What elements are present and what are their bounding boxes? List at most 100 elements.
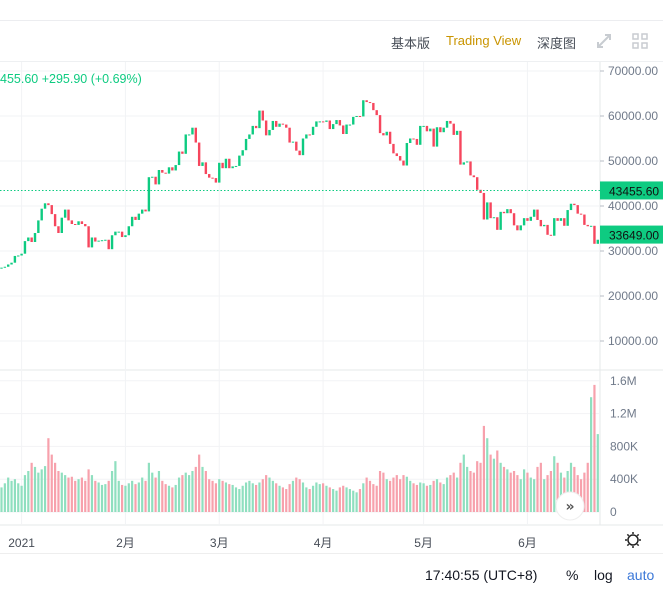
candle: [519, 225, 522, 231]
candle: [13, 255, 17, 263]
volume-bar: [17, 483, 20, 512]
candle: [231, 166, 234, 169]
candle: [90, 237, 94, 248]
candle: [372, 102, 375, 111]
candle: [234, 165, 238, 167]
candle: [331, 124, 335, 130]
candle: [80, 221, 84, 224]
clock-timezone[interactable]: 17:40:55 (UTC+8): [425, 567, 538, 583]
candle: [258, 110, 261, 129]
volume-bar: [395, 475, 398, 512]
candlestick-chart[interactable]: 2021 2月 3月 4月 5月 6月 70000.00 60000.00 50000.00 40…: [0, 62, 663, 553]
volume-bar: [365, 477, 368, 512]
percent-scale-toggle[interactable]: %: [566, 567, 579, 583]
candle: [348, 124, 352, 126]
candle: [546, 224, 549, 235]
expand-icon[interactable]: [596, 33, 612, 49]
candle: [238, 155, 241, 166]
candle: [482, 192, 486, 220]
volume-tick-label: 0: [610, 505, 617, 519]
candle: [586, 224, 589, 227]
candle: [141, 209, 144, 214]
candle: [579, 213, 583, 215]
candle: [506, 209, 509, 214]
candle: [57, 226, 60, 233]
candle: [395, 153, 398, 157]
candle: [50, 205, 53, 215]
volume-bar: [526, 472, 529, 512]
candle: [20, 253, 23, 256]
tradingview-tab[interactable]: Trading View: [446, 33, 522, 48]
volume-bar: [147, 462, 150, 512]
candle: [409, 138, 412, 143]
basic-view-tab[interactable]: 基本版: [391, 36, 431, 51]
volume-bar: [479, 462, 482, 512]
volume-bar: [308, 489, 311, 512]
volume-bar: [519, 479, 522, 512]
volume-bar: [288, 484, 291, 512]
auto-scale-toggle[interactable]: auto: [627, 567, 655, 583]
volume-bar: [241, 485, 244, 512]
volume-bar: [435, 479, 439, 512]
grid-layout-icon[interactable]: [632, 33, 649, 50]
volume-bar: [244, 482, 248, 512]
time-tick-label: 5月: [414, 536, 433, 550]
volume-bar: [509, 472, 512, 512]
candle: [281, 123, 285, 125]
candle: [218, 162, 221, 183]
candle: [328, 120, 331, 130]
candle: [489, 202, 492, 219]
volume-bar: [432, 480, 435, 512]
volume-bar: [201, 466, 204, 512]
candle: [429, 128, 432, 132]
candle: [110, 235, 114, 250]
candle: [345, 124, 348, 134]
candle: [549, 234, 553, 236]
volume-bar: [593, 384, 596, 512]
volume-tick-label: 1.6M: [610, 374, 637, 388]
candle: [422, 125, 425, 127]
volume-bar: [569, 462, 573, 512]
candle: [516, 225, 519, 231]
candle: [43, 203, 47, 209]
volume-tick-label: 800K: [610, 439, 638, 453]
depth-chart-tab[interactable]: 深度图: [537, 36, 577, 51]
volume-bar: [576, 475, 579, 512]
candle: [509, 209, 512, 214]
candle: [368, 102, 372, 104]
candle: [539, 219, 543, 227]
candle: [70, 220, 74, 224]
volume-bar: [131, 480, 134, 512]
candle: [559, 218, 563, 221]
candle: [382, 133, 385, 136]
candle: [512, 213, 516, 226]
candle: [449, 120, 452, 124]
candle: [455, 130, 459, 135]
candle: [40, 208, 43, 221]
candle: [556, 218, 559, 221]
candle: [275, 120, 278, 127]
price-tick-label: 30000.00: [608, 244, 658, 258]
volume-bar: [322, 483, 325, 512]
volume-bar: [375, 485, 378, 512]
candle: [593, 225, 596, 244]
volume-bar: [40, 469, 43, 512]
candle: [342, 125, 345, 134]
volume-bar: [489, 454, 492, 512]
volume-bar: [533, 479, 536, 512]
volume-bar: [261, 479, 264, 512]
candle: [479, 189, 482, 193]
candle: [445, 120, 449, 128]
scroll-to-latest-button[interactable]: [555, 491, 585, 521]
candle: [271, 120, 275, 130]
candle: [566, 210, 569, 226]
volume-bar: [238, 489, 241, 512]
candle: [3, 266, 7, 268]
log-scale-toggle[interactable]: log: [594, 567, 613, 583]
volume-bar: [445, 477, 449, 512]
volume-bar: [409, 480, 412, 512]
settings-gear-icon[interactable]: [627, 534, 639, 546]
candle: [151, 176, 154, 178]
volume-bar: [472, 472, 475, 512]
volume-bar: [211, 480, 214, 512]
